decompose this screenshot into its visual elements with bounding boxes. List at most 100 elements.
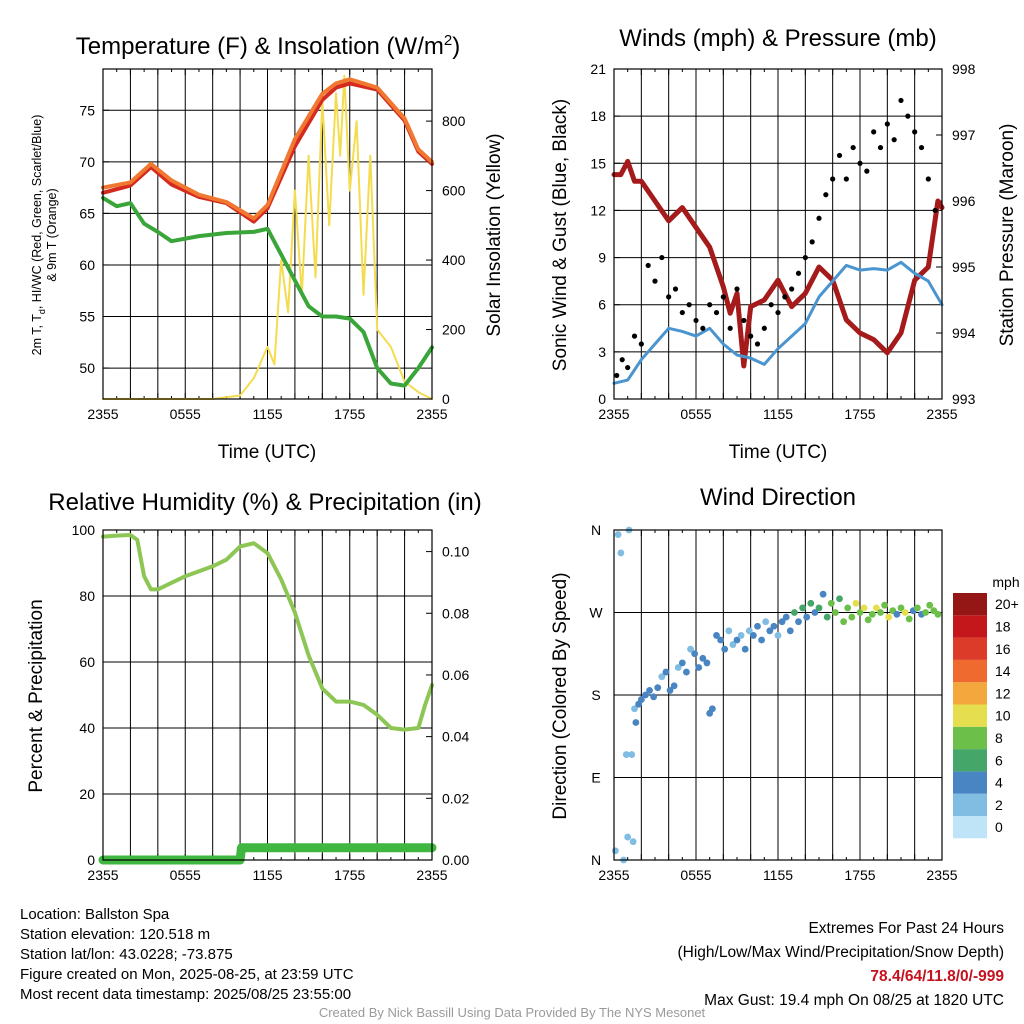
wind_direction-point <box>658 673 666 681</box>
winds-ytick-label: 0 <box>598 391 606 407</box>
rh-y-label: Percent & Precipitation <box>26 599 47 792</box>
temperature-chart: 2355 0555 1155 1755 2355 50 55 60 65 70 75 0 200 400 6… <box>79 68 466 422</box>
wind_direction-point <box>654 684 662 692</box>
colorbar-swatch <box>953 726 987 750</box>
wind_direction-point <box>754 622 761 630</box>
wind_direction-point <box>811 609 819 616</box>
winds-gust-point <box>707 302 713 308</box>
rh-panel-title: Relative Humidity (%) & Precipitation (i… <box>48 489 481 516</box>
winds-ytick-label: 18 <box>590 108 606 124</box>
winds-xtick-label: 0555 <box>680 406 711 422</box>
temperature-series-insolation <box>102 74 433 400</box>
winds-gust-point <box>809 239 815 245</box>
winds-gust-point <box>638 341 644 347</box>
wind-y-right-label: Station Pressure (Maroon) <box>997 124 1018 347</box>
wind_direction-point <box>864 616 872 624</box>
wind_direction-point <box>856 609 864 616</box>
wind_direction-ytick-label: N <box>591 852 601 868</box>
colorbar-swatch <box>953 704 987 727</box>
winds-gust-point <box>864 168 870 174</box>
winds-gust-point <box>679 309 685 316</box>
wind_direction-point <box>827 599 835 607</box>
wind_direction-point <box>815 604 823 612</box>
winds-gust-point <box>905 113 911 119</box>
humidity_precip-xtick-label: 2355 <box>416 867 447 883</box>
temperature-ytick-label: 55 <box>79 309 95 325</box>
credit-text: Created By Nick Bassill Using Data Provi… <box>318 1005 706 1020</box>
wind_direction-point <box>691 650 699 658</box>
temperature-ytick-label: 70 <box>79 154 95 170</box>
winds-gust-point <box>741 317 747 324</box>
max-gust-text: Max Gust: 19.4 mph On 08/25 at 1820 UTC <box>704 992 1004 1009</box>
winds-gust-point <box>686 302 692 308</box>
winds-gust-point <box>775 309 781 316</box>
winds-gust-point <box>782 294 788 300</box>
station-info: Location: Ballston Spa Station elevation… <box>20 905 354 1005</box>
winds-gust-point <box>918 144 925 151</box>
humidity_precip-xtick-label: 1155 <box>252 867 282 883</box>
wind_direction-point <box>877 609 884 616</box>
temperature-ytick-right-label: 200 <box>442 322 466 338</box>
colorbar-label: 18 <box>995 618 1011 634</box>
colorbar-swatch <box>953 637 987 660</box>
winds-gust-point <box>693 317 699 324</box>
colorbar-label: 20+ <box>995 596 1019 612</box>
wind_direction-point <box>881 601 888 609</box>
wind_direction-xtick-label: 0555 <box>680 867 711 883</box>
wind_direction-point <box>617 549 625 557</box>
dir-y-label: Direction (Colored By Speed) <box>550 572 571 819</box>
wind_direction-point <box>791 609 798 616</box>
wind_direction-point <box>628 751 636 758</box>
temp-y-label-line1: 2m T, Td, HI/WC (Red, Green, Scarlet/Blu… <box>30 115 47 356</box>
winds-ytick-label: 3 <box>598 344 606 360</box>
wind_direction-point <box>646 687 653 694</box>
latlon-text: Station lat/lon: 43.0228; -73.875 <box>20 946 233 963</box>
wind_direction-point <box>733 636 741 644</box>
wind_direction-point <box>897 604 905 612</box>
wind_direction-point <box>631 705 638 713</box>
wind_direction-plot-border <box>613 529 943 861</box>
temperature-ytick-label: 50 <box>79 360 95 376</box>
humidity_precip-ytick-label: 80 <box>79 588 95 604</box>
winds-gust-point <box>761 325 767 331</box>
wind_direction-point <box>629 838 637 846</box>
wind_direction-point <box>662 668 670 676</box>
extremes-legend: (High/Low/Max Wind/Precipitation/Snow De… <box>677 944 1005 961</box>
winds-ytick-label: 12 <box>590 202 606 218</box>
winds-gust-point <box>857 160 863 166</box>
wind_direction-point <box>795 618 802 626</box>
wind_direction-point <box>782 613 790 621</box>
winds-gust-point <box>871 129 877 135</box>
winds-gust-point <box>700 325 706 331</box>
wind_direction-point <box>622 751 630 758</box>
winds-xtick-label: 2355 <box>598 406 629 422</box>
temperature-ytick-label: 65 <box>79 205 95 221</box>
location-text: Location: Ballston Spa <box>20 906 170 923</box>
colorbar-label: 8 <box>995 730 1003 746</box>
wind_direction-point <box>832 609 839 616</box>
winds-gust-point <box>625 364 631 371</box>
temperature-xtick-label: 1755 <box>334 406 365 422</box>
temperature-series-9m-t <box>101 77 434 221</box>
winds-xtick-label: 1755 <box>844 406 875 422</box>
winds-series-sonic-wind <box>612 260 944 385</box>
wind_direction-point <box>774 632 782 639</box>
winds-gust-point <box>748 333 754 339</box>
humidity-chart: 2355 0555 1155 1755 23550204060801000.000.02… <box>72 522 470 883</box>
wind_direction-xtick-label: 2355 <box>926 867 957 883</box>
humidity_precip-ytick-label: 40 <box>79 720 95 736</box>
wind_direction-point <box>642 691 649 699</box>
humidity_precip-ytick-label: 20 <box>79 786 95 802</box>
temperature-xtick-label: 2355 <box>87 406 118 422</box>
colorbar-title: mph <box>992 574 1019 590</box>
wind_direction-point <box>836 595 843 603</box>
winds-ytick-label: 6 <box>598 297 606 313</box>
winds-ytick-right-label: 997 <box>952 127 976 143</box>
humidity_precip-ytick-right-label: 0.06 <box>442 667 469 683</box>
winds-ytick-right-label: 996 <box>952 193 976 209</box>
winds-gust-point <box>659 254 665 261</box>
winds-gust-point <box>836 152 843 159</box>
humidity_precip-ytick-label: 60 <box>79 654 95 670</box>
wind_direction-point <box>762 618 770 626</box>
wind_direction-point <box>678 659 686 667</box>
